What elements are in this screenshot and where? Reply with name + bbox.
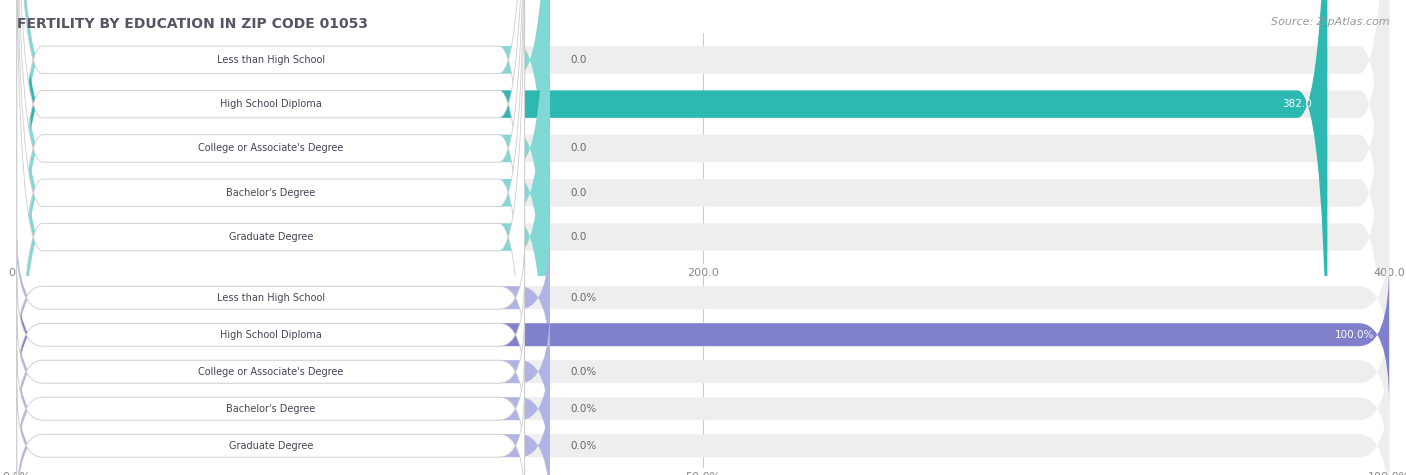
FancyBboxPatch shape — [17, 0, 524, 475]
Text: Less than High School: Less than High School — [217, 55, 325, 65]
FancyBboxPatch shape — [17, 339, 550, 475]
FancyBboxPatch shape — [17, 376, 1389, 475]
FancyBboxPatch shape — [17, 302, 550, 442]
FancyBboxPatch shape — [17, 0, 550, 475]
Text: 0.0: 0.0 — [571, 55, 586, 65]
FancyBboxPatch shape — [17, 265, 1389, 405]
Text: Bachelor's Degree: Bachelor's Degree — [226, 188, 315, 198]
FancyBboxPatch shape — [17, 0, 524, 466]
Text: High School Diploma: High School Diploma — [219, 99, 322, 109]
Text: Graduate Degree: Graduate Degree — [229, 441, 314, 451]
FancyBboxPatch shape — [17, 228, 1389, 368]
Text: 0.0%: 0.0% — [571, 404, 596, 414]
FancyBboxPatch shape — [17, 0, 524, 475]
Text: 0.0: 0.0 — [571, 232, 586, 242]
Text: FERTILITY BY EDUCATION IN ZIP CODE 01053: FERTILITY BY EDUCATION IN ZIP CODE 01053 — [17, 17, 368, 30]
FancyBboxPatch shape — [17, 0, 550, 475]
Text: College or Associate's Degree: College or Associate's Degree — [198, 367, 343, 377]
Text: 382.0: 382.0 — [1282, 99, 1312, 109]
Text: 0.0%: 0.0% — [571, 293, 596, 303]
FancyBboxPatch shape — [17, 302, 1389, 442]
FancyBboxPatch shape — [17, 265, 1389, 405]
FancyBboxPatch shape — [17, 314, 524, 429]
FancyBboxPatch shape — [17, 0, 1389, 475]
FancyBboxPatch shape — [17, 0, 1389, 475]
FancyBboxPatch shape — [17, 0, 1327, 475]
FancyBboxPatch shape — [17, 277, 524, 392]
FancyBboxPatch shape — [17, 0, 550, 436]
Text: 100.0%: 100.0% — [1334, 330, 1374, 340]
Text: Source: ZipAtlas.com: Source: ZipAtlas.com — [1271, 17, 1389, 27]
Text: 0.0: 0.0 — [571, 188, 586, 198]
FancyBboxPatch shape — [17, 0, 524, 378]
Text: 0.0: 0.0 — [571, 143, 586, 153]
Text: Less than High School: Less than High School — [217, 293, 325, 303]
FancyBboxPatch shape — [17, 339, 1389, 475]
FancyBboxPatch shape — [17, 0, 524, 422]
FancyBboxPatch shape — [17, 0, 1389, 475]
FancyBboxPatch shape — [17, 240, 524, 355]
Text: 0.0%: 0.0% — [571, 367, 596, 377]
Text: 0.0%: 0.0% — [571, 441, 596, 451]
FancyBboxPatch shape — [17, 351, 524, 466]
Text: Graduate Degree: Graduate Degree — [229, 232, 314, 242]
FancyBboxPatch shape — [17, 0, 1389, 475]
FancyBboxPatch shape — [17, 228, 550, 368]
FancyBboxPatch shape — [17, 0, 550, 475]
FancyBboxPatch shape — [17, 388, 524, 475]
FancyBboxPatch shape — [17, 376, 550, 475]
Text: College or Associate's Degree: College or Associate's Degree — [198, 143, 343, 153]
FancyBboxPatch shape — [17, 0, 1389, 436]
Text: High School Diploma: High School Diploma — [219, 330, 322, 340]
Text: Bachelor's Degree: Bachelor's Degree — [226, 404, 315, 414]
